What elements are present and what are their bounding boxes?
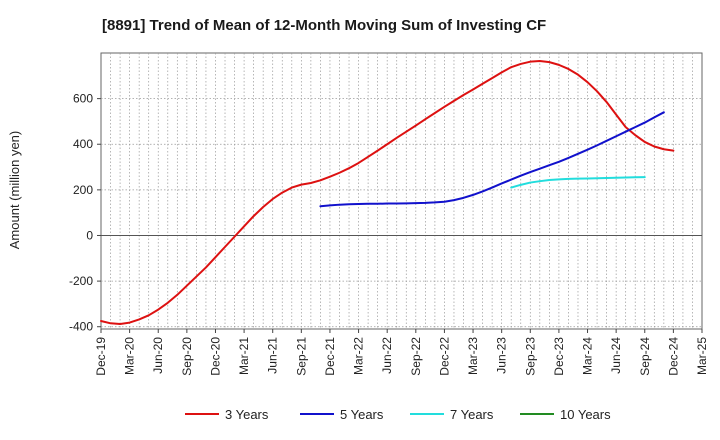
chart-title: [8891] Trend of Mean of 12-Month Moving … (102, 17, 546, 34)
x-tick-label: Mar-24 (581, 337, 595, 375)
legend-label: 3 Years (225, 407, 269, 422)
y-axis-ticks: -400 -200 0 200 400 600 (69, 92, 101, 334)
x-tick-label: Dec-22 (437, 337, 451, 376)
legend-label: 5 Years (340, 407, 384, 422)
series-line-5-years (319, 111, 665, 208)
grid (101, 53, 702, 329)
legend-label: 7 Years (450, 407, 494, 422)
x-tick-label: Jun-24 (609, 337, 623, 374)
x-tick-label: Dec-21 (323, 337, 337, 376)
series-line-3-years (100, 59, 675, 325)
x-tick-label: Dec-19 (94, 337, 108, 376)
y-axis-label: Amount (million yen) (7, 131, 22, 250)
x-tick-label: Sep-24 (638, 337, 652, 376)
x-tick-label: Jun-20 (151, 337, 165, 374)
x-tick-label: Sep-21 (294, 337, 308, 376)
y-tick-label: 600 (73, 92, 93, 106)
x-tick-label: Mar-20 (123, 337, 137, 375)
series-lines (100, 59, 675, 325)
x-tick-label: Dec-23 (552, 337, 566, 376)
x-tick-label: Mar-23 (466, 337, 480, 375)
x-tick-label: Mar-21 (237, 337, 251, 375)
legend-label: 10 Years (560, 407, 611, 422)
x-axis-ticks: Dec-19 Mar-20 Jun-20 Sep-20 Dec-20 Mar-21 Jun-… (94, 329, 709, 376)
y-tick-label: -400 (69, 320, 93, 334)
y-tick-label: 400 (73, 137, 93, 151)
plot-area (100, 52, 703, 330)
x-tick-label: Jun-21 (266, 337, 280, 374)
y-tick-label: 200 (73, 183, 93, 197)
x-tick-label: Sep-22 (409, 337, 423, 376)
series-line-7-years (510, 176, 646, 189)
x-tick-label: Sep-20 (180, 337, 194, 376)
x-tick-label: Dec-24 (666, 337, 680, 376)
x-tick-label: Sep-23 (523, 337, 537, 376)
y-tick-label: -200 (69, 274, 93, 288)
legend: 3 Years 5 Years 7 Years 10 Years (185, 407, 611, 422)
x-tick-label: Mar-25 (695, 337, 709, 375)
x-tick-label: Jun-23 (495, 337, 509, 374)
x-tick-label: Jun-22 (380, 337, 394, 374)
x-tick-label: Mar-22 (352, 337, 366, 375)
x-tick-label: Dec-20 (208, 337, 222, 376)
y-tick-label: 0 (86, 228, 93, 242)
